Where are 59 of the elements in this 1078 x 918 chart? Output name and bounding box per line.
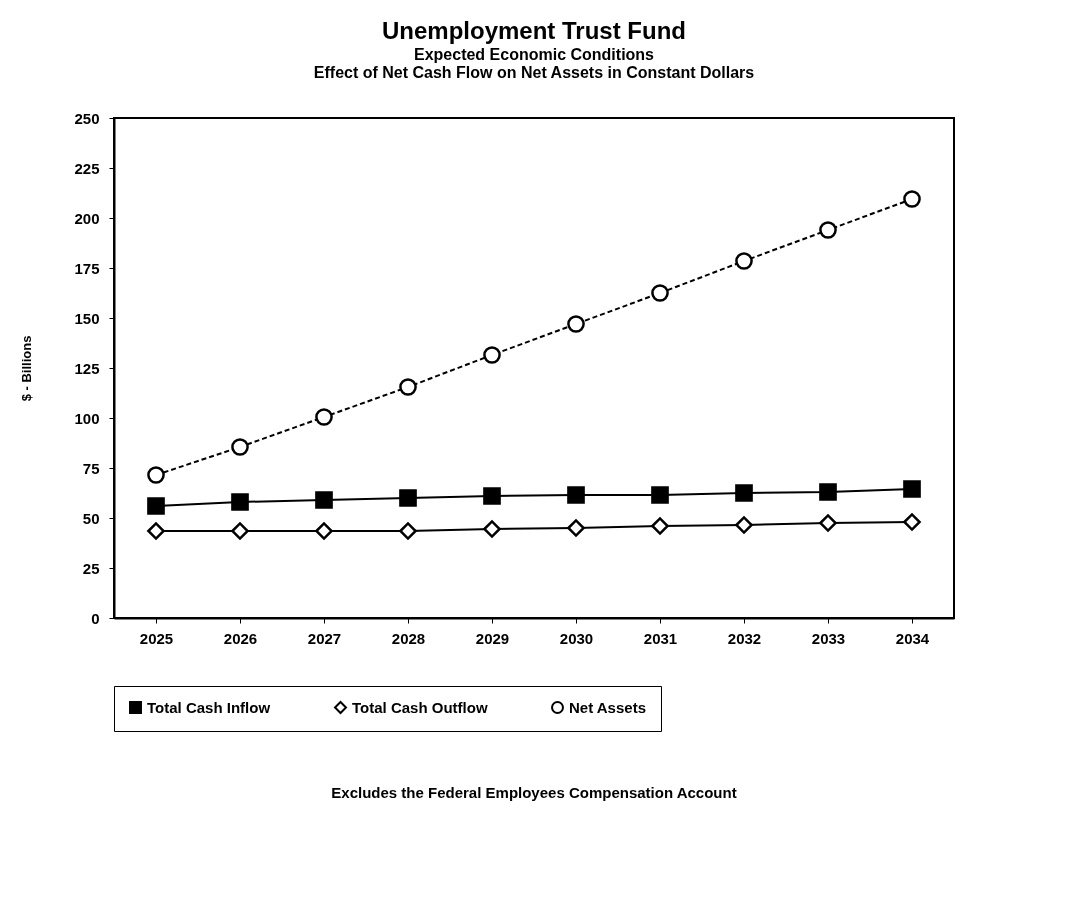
point <box>819 221 837 239</box>
point <box>735 252 753 270</box>
y-tick-label: 250 <box>74 109 100 127</box>
x-tick-label: 2026 <box>223 629 258 647</box>
point <box>567 486 585 504</box>
point <box>567 519 585 537</box>
point <box>483 487 501 505</box>
point <box>399 378 417 396</box>
y-tick-label: 50 <box>82 509 100 527</box>
x-tick-label: 2029 <box>475 629 510 647</box>
legend-label: Total Cash Outflow <box>352 698 488 716</box>
x-tick-label: 2031 <box>643 629 678 647</box>
point <box>315 522 333 540</box>
point <box>819 483 837 501</box>
point <box>651 486 669 504</box>
y-tick-label: 125 <box>74 359 100 377</box>
point <box>315 408 333 426</box>
point <box>735 516 753 534</box>
y-tick-label: 175 <box>74 259 100 277</box>
text: Effect of Net Cash Flow on Net Assets in Constant Dollars <box>313 64 755 81</box>
point <box>231 438 249 456</box>
y-tick-label: 25 <box>82 559 100 577</box>
legend-label: Total Cash Inflow <box>147 698 271 716</box>
point <box>651 517 669 535</box>
y-axis-title: $ - Billions <box>19 335 35 402</box>
point <box>903 190 921 208</box>
point <box>735 484 753 502</box>
y-tick-label: 75 <box>82 459 100 477</box>
y-tick-label: 225 <box>74 159 100 177</box>
y-tick-label: 200 <box>74 209 100 227</box>
legend-label: Net Assets <box>569 698 646 716</box>
x-tick-label: 2034 <box>895 629 930 647</box>
text: Expected Economic Conditions <box>413 46 655 63</box>
point <box>147 497 165 515</box>
point <box>147 522 165 540</box>
point <box>567 315 585 333</box>
point <box>315 491 333 509</box>
x-tick-label: 2028 <box>391 629 426 647</box>
point <box>231 522 249 540</box>
point <box>903 513 921 531</box>
x-tick-label: 2030 <box>559 629 594 647</box>
point <box>903 480 921 498</box>
y-tick-label: 100 <box>74 409 100 427</box>
point <box>399 522 417 540</box>
chart-title: Unemployment Trust Fund <box>381 17 687 44</box>
y-tick-label: 0 <box>91 609 100 627</box>
point <box>231 493 249 511</box>
point <box>483 520 501 538</box>
x-tick-label: 2025 <box>139 629 174 647</box>
point <box>483 346 501 364</box>
point <box>819 514 837 532</box>
point <box>147 466 165 484</box>
x-tick-label: 2032 <box>727 629 762 647</box>
point <box>399 489 417 507</box>
point <box>651 284 669 302</box>
x-tick-label: 2033 <box>811 629 846 647</box>
text: Excludes the Federal Employees Compensation Account <box>331 784 737 801</box>
x-tick-label: 2027 <box>307 629 342 647</box>
y-tick-label: 150 <box>74 309 100 327</box>
